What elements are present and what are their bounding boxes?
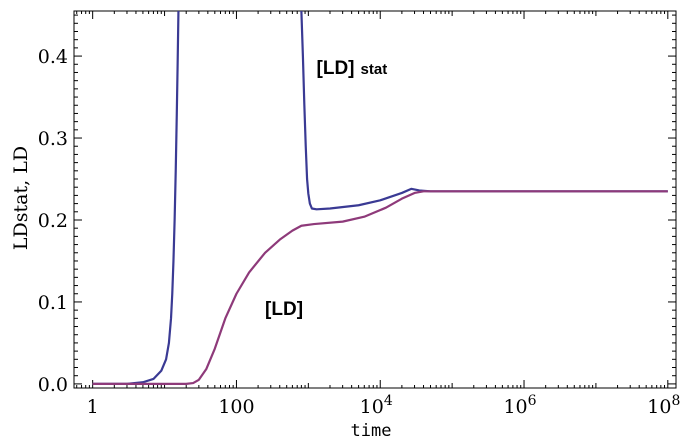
x-tick-exponent: 4 — [384, 393, 393, 409]
y-axis-title: LDstat, LD — [10, 146, 32, 250]
x-tick-label: 108 — [647, 393, 680, 418]
y-tick-label: 0.3 — [38, 128, 68, 150]
ticks-layer: 1 100 104 106 108 0.0 0.1 0.2 0.3 0.4 — [38, 11, 680, 418]
series-ldstat-line — [92, 11, 180, 385]
series-ld-line — [92, 190, 668, 385]
x-tick-label: 106 — [503, 393, 536, 418]
x-tick-label: 100 — [218, 396, 254, 418]
series-ldstat-line-after-gap — [300, 11, 668, 211]
y-tick-label: 0.0 — [38, 374, 68, 396]
y-tick-label: 0.2 — [38, 210, 68, 232]
annotation-subscript: stat — [361, 61, 388, 78]
annotation-layer: [LD] stat [LD] — [265, 58, 387, 320]
annotation-ldstat: [LD] stat — [317, 58, 388, 79]
x-tick-exponent: 8 — [671, 393, 680, 409]
series-layer — [92, 11, 668, 385]
y-tick-label: 0.4 — [38, 46, 68, 68]
annotation-ld: [LD] — [265, 299, 303, 320]
x-tick-exponent: 6 — [528, 393, 537, 409]
plot-frame — [73, 10, 677, 389]
x-tick-label: 104 — [360, 393, 393, 418]
y-tick-label: 0.1 — [38, 292, 68, 314]
x-tick-label: 1 — [87, 396, 99, 418]
x-axis-title: time — [351, 421, 392, 441]
